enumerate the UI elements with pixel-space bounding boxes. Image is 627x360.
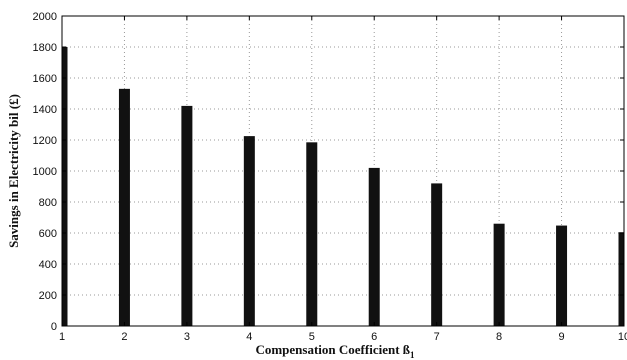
bar <box>181 105 193 327</box>
y-tick-label: 1800 <box>33 42 57 54</box>
x-tick-label: 3 <box>184 331 190 343</box>
bar <box>493 223 505 326</box>
grid-lines <box>62 16 624 326</box>
bar <box>556 225 568 326</box>
bar <box>368 167 380 326</box>
x-axis-label-main: Compensation Coefficient ß <box>255 342 410 357</box>
bar <box>118 88 130 326</box>
y-tick-label: 1600 <box>33 73 57 85</box>
x-tick-label: 8 <box>496 331 502 343</box>
y-tick-labels: 0 200 400 600 800 1000 1200 1400 1600 1800 2000 <box>33 11 57 333</box>
y-tick-label: 200 <box>39 290 57 302</box>
y-tick-label: 600 <box>39 228 57 240</box>
bar <box>618 232 624 326</box>
x-tick-label: 2 <box>121 331 127 343</box>
x-tick-label: 7 <box>434 331 440 343</box>
y-tick-label: 0 <box>51 321 57 333</box>
y-tick-label: 400 <box>39 259 57 271</box>
x-tick-label: 9 <box>558 331 564 343</box>
bar <box>243 136 255 326</box>
tick-marks <box>61 15 625 327</box>
y-tick-label: 1000 <box>33 166 57 178</box>
x-axis-label-subscript: 1 <box>410 350 415 360</box>
bar <box>431 183 443 326</box>
x-axis-label: Compensation Coefficient ß1 <box>255 342 415 360</box>
x-tick-label: 6 <box>371 331 377 343</box>
bar <box>306 142 318 326</box>
x-tick-label: 10 <box>618 331 627 343</box>
bars <box>62 47 624 327</box>
x-tick-label: 4 <box>246 331 252 343</box>
y-axis-label: Savings in Electricity bil (£) <box>6 94 21 248</box>
y-tick-label: 1200 <box>33 135 57 147</box>
x-tick-label: 5 <box>309 331 315 343</box>
y-tick-label: 2000 <box>33 11 57 23</box>
y-tick-label: 800 <box>39 197 57 209</box>
y-tick-label: 1400 <box>33 104 57 116</box>
bar <box>62 47 68 326</box>
x-tick-label: 1 <box>59 331 65 343</box>
x-tick-labels: 1 2 3 4 5 6 7 8 9 10 <box>59 331 627 343</box>
